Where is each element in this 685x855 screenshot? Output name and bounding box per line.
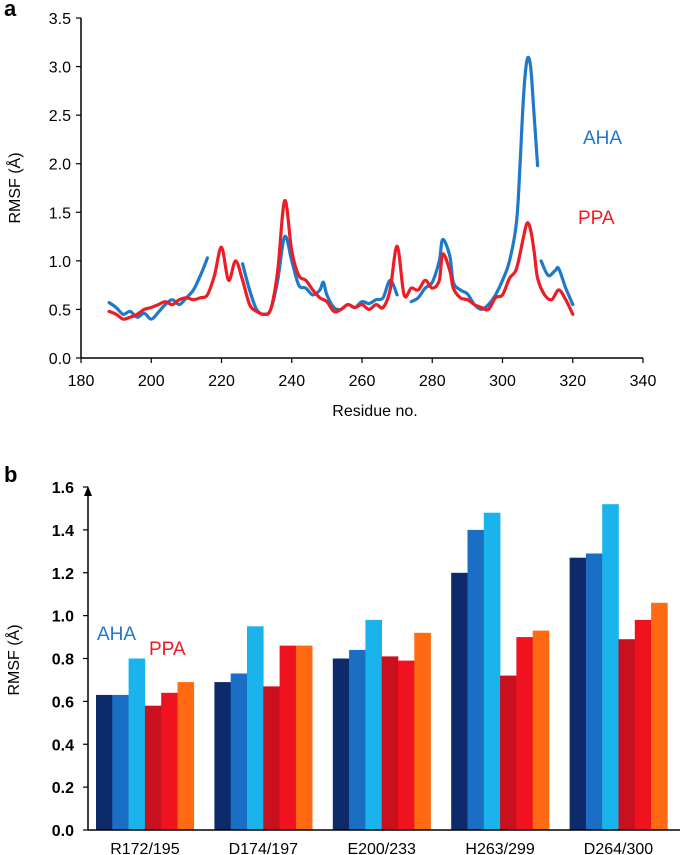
bar-e200-233-ppa-3	[414, 632, 431, 830]
bar-r172-195-aha-1	[96, 694, 113, 830]
panel-a-y-tick-label: 3.5	[49, 11, 71, 28]
bar-e200-233-aha-2	[349, 649, 366, 830]
panel-a-y-tick-label: 0.0	[49, 351, 71, 368]
panel-b-y-tick-label: 0.4	[52, 737, 74, 754]
bar-e200-233-aha-3	[365, 619, 382, 830]
series-line-ppa	[107, 198, 575, 321]
bar-d174-197-ppa-1	[263, 686, 280, 830]
panel-b-category-label: D264/300	[584, 841, 653, 855]
panel-b-y-tick-label: 0.0	[52, 823, 74, 840]
series-line-aha	[409, 55, 540, 311]
panel-a-y-tick-label: 2.0	[49, 157, 71, 174]
panel-a-y-title: RMSF (Å)	[5, 152, 24, 223]
panel-b-legend-aha: AHA	[97, 624, 136, 645]
panel-a-legend-aha: AHA	[583, 128, 622, 149]
panel-a-y-tick-label: 1.0	[49, 254, 71, 271]
bar-d174-197-aha-3	[247, 626, 264, 830]
panel-a-legend-ppa: PPA	[578, 208, 615, 229]
panel-b-category-label: D174/197	[229, 841, 298, 855]
bar-r172-195-ppa-3	[177, 682, 195, 830]
panel-b-y-tick-label: 0.6	[52, 694, 74, 711]
bar-d264-300-aha-1	[569, 557, 587, 830]
bar-h263-299-aha-2	[467, 529, 485, 830]
panel-b-y-tick-label: 1.4	[52, 523, 74, 540]
bar-h263-299-ppa-2	[516, 637, 533, 830]
panel-b-category-label: R172/195	[110, 841, 179, 855]
bar-d264-300-aha-3	[602, 504, 619, 830]
panel-a-x-tick-label: 320	[559, 373, 586, 390]
series-line-aha	[241, 234, 399, 316]
panel-a-x-title: Residue no.	[332, 403, 417, 420]
panel-a-y-tick-label: 1.5	[49, 205, 71, 222]
panel-a-label: a	[4, 0, 17, 21]
bar-r172-195-aha-2	[112, 694, 129, 830]
bar-d264-300-ppa-1	[618, 639, 636, 830]
panel-a-x-tick-label: 240	[278, 373, 305, 390]
panel-b-y-tick-label: 1.0	[52, 609, 74, 626]
panel-b-bars	[96, 504, 668, 831]
panel-b-label: b	[4, 462, 17, 487]
panel-a-y-ticks: 0.0 0.5 1.0 1.5 2.0 2.5 3.0 3.5	[49, 11, 81, 368]
panel-b-y-axis-arrow	[84, 486, 92, 496]
series-line-aha	[107, 256, 209, 321]
panel-a-line-chart: 0.0 0.5 1.0 1.5 2.0 2.5 3.0 3.5 180 200 220 240 260…	[5, 11, 656, 420]
panel-b-y-title: RMSF (Å)	[4, 624, 23, 695]
panel-b-bar-chart: 0.0 0.2 0.4 0.6 0.8 1.0 1.2 1.4 1.6 R172/195 D174…	[4, 480, 680, 855]
bar-d264-300-ppa-3	[651, 602, 668, 830]
bar-r172-195-aha-3	[128, 658, 146, 830]
panel-b-y-tick-label: 0.2	[52, 780, 74, 797]
bar-d264-300-ppa-2	[634, 619, 652, 830]
panel-a-x-tick-label: 340	[630, 373, 657, 390]
panel-b-x-ticks: R172/195 D174/197 E200/233 H263/299 D264/300	[110, 841, 653, 855]
bar-h263-299-aha-1	[451, 572, 468, 831]
panel-a-y-tick-label: 3.0	[49, 60, 71, 77]
panel-b-category-label: H263/299	[465, 841, 534, 855]
panel-b-y-tick-label: 1.6	[52, 480, 74, 497]
panel-a-x-tick-label: 260	[349, 373, 376, 390]
panel-a-x-tick-label: 280	[419, 373, 446, 390]
panel-a-x-ticks: 180 200 220 240 260 280 300 320 340	[68, 358, 657, 390]
panel-a-x-tick-label: 180	[68, 373, 95, 390]
bar-h263-299-ppa-1	[500, 675, 517, 830]
panel-b-y-tick-label: 0.8	[52, 652, 74, 669]
panel-a-y-tick-label: 0.5	[49, 302, 71, 319]
panel-b-category-label: E200/233	[347, 841, 416, 855]
bar-h263-299-aha-3	[483, 512, 501, 830]
panel-a-y-tick-label: 2.5	[49, 108, 71, 125]
bar-h263-299-ppa-3	[532, 630, 550, 830]
panel-b-legend-ppa: PPA	[149, 639, 186, 660]
bar-d174-197-aha-2	[230, 673, 248, 830]
panel-b-y-tick-label: 1.2	[52, 566, 74, 583]
bar-e200-233-ppa-1	[381, 656, 399, 830]
bar-d174-197-ppa-2	[279, 645, 297, 830]
panel-a-x-tick-label: 220	[208, 373, 235, 390]
bar-e200-233-ppa-2	[398, 660, 415, 830]
panel-b-y-ticks: 0.0 0.2 0.4 0.6 0.8 1.0 1.2 1.4 1.6	[52, 480, 88, 840]
series-line-aha	[539, 259, 575, 307]
bar-d264-300-aha-2	[585, 553, 603, 830]
bar-d174-197-aha-1	[214, 682, 231, 830]
bar-r172-195-ppa-1	[144, 705, 162, 830]
panel-a-x-tick-label: 200	[138, 373, 165, 390]
bar-d174-197-ppa-3	[295, 645, 313, 830]
bar-e200-233-aha-1	[332, 658, 350, 830]
panel-a-series	[107, 55, 575, 321]
panel-a-x-tick-label: 300	[489, 373, 516, 390]
bar-r172-195-ppa-2	[161, 692, 178, 830]
